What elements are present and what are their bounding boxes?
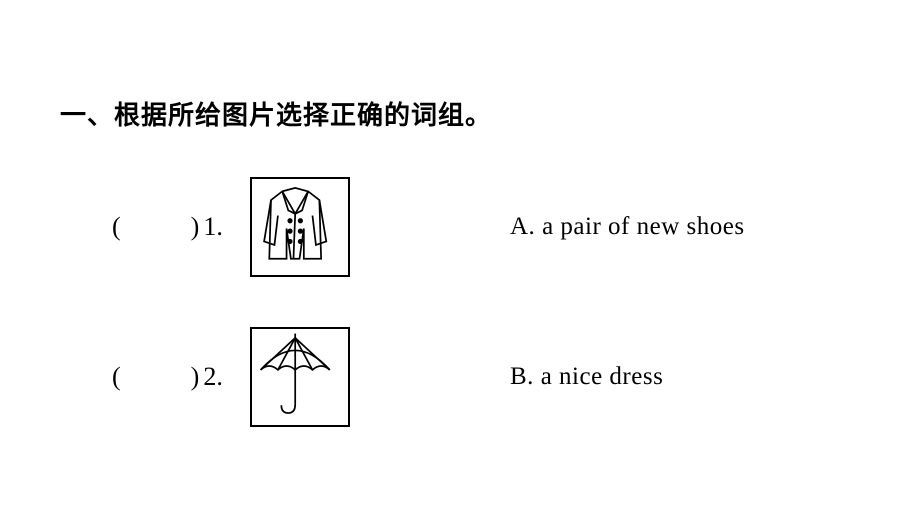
question-image (250, 327, 350, 427)
paren-open: ( (112, 212, 121, 241)
worksheet-page: 一、根据所给图片选择正确的词组。 ()1. (0, 0, 920, 432)
umbrella-icon (252, 331, 348, 422)
question-image (250, 177, 350, 277)
option-text: a pair of new shoes (542, 213, 745, 240)
answer-blank[interactable]: ()2. (60, 362, 250, 392)
paren-open: ( (112, 362, 121, 391)
option: A. a pair of new shoes (510, 213, 860, 241)
question-row: ()1. (60, 172, 860, 282)
paren-close: ) (191, 212, 200, 241)
option-text: a nice dress (541, 363, 664, 390)
option-label: A. (510, 213, 535, 240)
coat-icon (252, 181, 348, 272)
paren-close: ) (191, 362, 200, 391)
option: B. a nice dress (510, 363, 860, 391)
question-row: ()2. (60, 322, 860, 432)
option-label: B. (510, 363, 534, 390)
instruction-text: 一、根据所给图片选择正确的词组。 (60, 95, 860, 132)
question-number: 1. (203, 212, 223, 241)
question-number: 2. (203, 362, 223, 391)
answer-blank[interactable]: ()1. (60, 212, 250, 242)
